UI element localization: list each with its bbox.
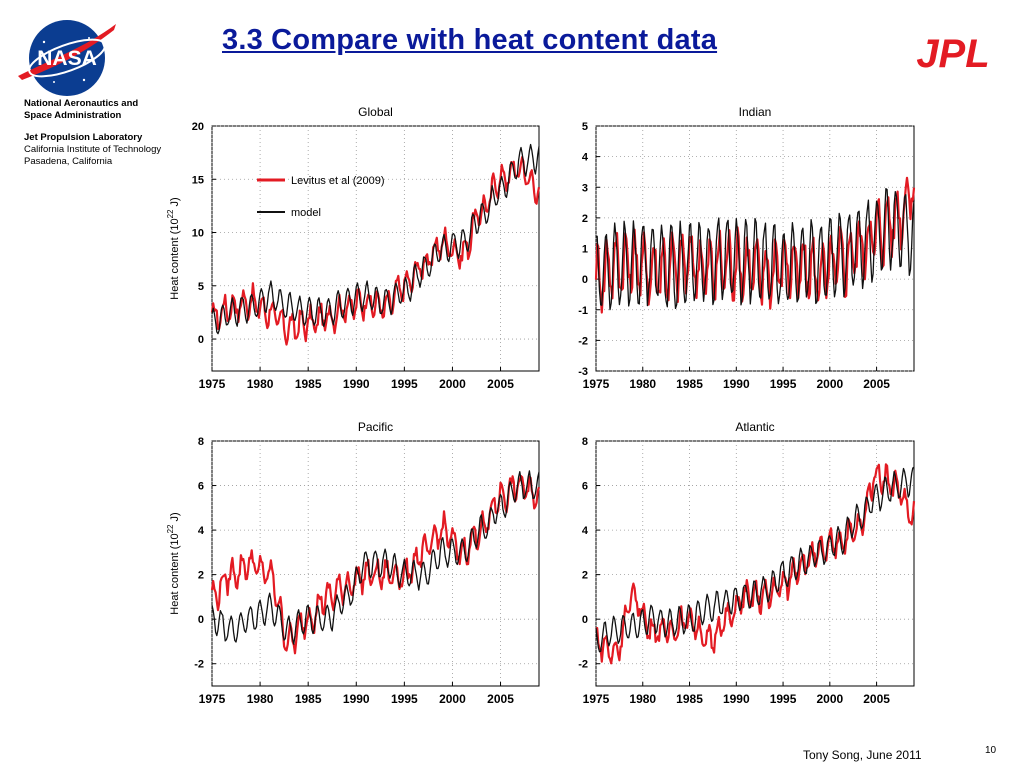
y-tick-label: -3 xyxy=(578,366,588,378)
chart-panel-global: 1975 1980 1985 1990 1995 2000 2005 0 5 10 15 20 Glob… xyxy=(166,105,541,391)
y-tick-label: 6 xyxy=(198,481,204,493)
x-tick-label: 2000 xyxy=(439,377,466,391)
y-tick-label: 5 xyxy=(198,281,204,293)
x-tick-label: 2000 xyxy=(816,692,843,706)
x-tick-label: 1975 xyxy=(199,692,226,706)
jpl-logo: JPL xyxy=(916,32,989,72)
chart-title: Global xyxy=(358,105,393,119)
x-tick-label: 1985 xyxy=(676,692,703,706)
y-tick-label: 0 xyxy=(198,334,204,346)
y-axis-label: Heat content (1022 J) xyxy=(166,512,181,614)
x-tick-label: 1980 xyxy=(247,692,274,706)
x-tick-label: 1980 xyxy=(247,377,274,391)
x-tick-label: 1995 xyxy=(391,692,418,706)
y-tick-label: 5 xyxy=(582,121,588,133)
y-tick-label: -1 xyxy=(578,305,588,317)
slide-title: 3.3 Compare with heat content data xyxy=(222,24,718,56)
org-line-4: California Institute of Technology xyxy=(24,144,162,155)
series-line-model xyxy=(211,143,540,335)
plot-area xyxy=(211,125,540,372)
x-tick-label: 1980 xyxy=(629,692,656,706)
x-tick-label: 2005 xyxy=(487,692,514,706)
y-tick-label: 6 xyxy=(582,481,588,493)
legend-label-levitus: Levitus et al (2009) xyxy=(291,175,385,187)
series-line-levitus xyxy=(210,475,541,655)
x-tick-label: 1975 xyxy=(583,692,610,706)
footer-author: Tony Song, June 2011 xyxy=(803,748,922,762)
x-tick-label: 1975 xyxy=(199,377,226,391)
y-tick-label: 2 xyxy=(582,213,588,225)
x-tick-label: 2000 xyxy=(439,692,466,706)
y-tick-label: -2 xyxy=(578,659,588,671)
y-tick-label: 0 xyxy=(582,274,588,286)
chart-panel-indian: 1975 1980 1985 1990 1995 2000 2005 -3 -2 -1 0 1 2 3 4 5… xyxy=(578,105,916,391)
y-tick-label: 0 xyxy=(582,614,588,626)
svg-text:JPL: JPL xyxy=(916,32,989,72)
org-line-5: Pasadena, California xyxy=(24,156,113,167)
x-tick-label: 2005 xyxy=(487,377,514,391)
x-tick-label: 2005 xyxy=(863,377,890,391)
series-line-levitus xyxy=(594,176,916,314)
org-line-1: National Aeronautics and xyxy=(24,98,139,109)
x-tick-label: 1995 xyxy=(391,377,418,391)
y-tick-label: 0 xyxy=(198,614,204,626)
chart-title: Pacific xyxy=(358,420,393,434)
chart-title: Indian xyxy=(739,105,772,119)
y-tick-label: 8 xyxy=(198,436,204,448)
y-tick-label: 8 xyxy=(582,436,588,448)
x-tick-label: 1980 xyxy=(629,377,656,391)
x-tick-label: 1990 xyxy=(723,377,750,391)
y-tick-label: 3 xyxy=(582,182,588,194)
svg-text:NASA: NASA xyxy=(37,47,97,70)
x-tick-label: 1990 xyxy=(343,377,370,391)
series-line-levitus xyxy=(210,155,541,346)
org-line-3: Jet Propulsion Laboratory xyxy=(24,132,143,143)
x-tick-label: 1990 xyxy=(723,692,750,706)
y-tick-label: -2 xyxy=(578,335,588,347)
nasa-logo: NASA xyxy=(18,20,116,96)
y-axis-label: Heat content (1022 J) xyxy=(166,197,181,299)
x-tick-label: 1985 xyxy=(676,377,703,391)
x-tick-label: 1985 xyxy=(295,377,322,391)
charts-grid: 1975 1980 1985 1990 1995 2000 200505101520Glob… xyxy=(166,105,916,706)
y-tick-label: 4 xyxy=(198,525,205,537)
x-tick-label: 1990 xyxy=(343,692,370,706)
y-tick-label: 20 xyxy=(192,121,204,133)
x-tick-label: 1985 xyxy=(295,692,322,706)
series-line-model xyxy=(595,188,915,311)
y-tick-label: 4 xyxy=(582,152,589,164)
y-tick-label: 2 xyxy=(198,570,204,582)
chart-title: Atlantic xyxy=(735,420,774,434)
y-tick-label: 15 xyxy=(192,174,204,186)
x-tick-label: 1995 xyxy=(770,692,797,706)
y-tick-label: -2 xyxy=(194,659,204,671)
org-line-2: Space Administration xyxy=(24,110,122,121)
y-tick-label: 10 xyxy=(192,228,204,240)
y-tick-label: 4 xyxy=(582,525,589,537)
series-line-model xyxy=(595,466,915,653)
plot-area xyxy=(211,440,540,687)
y-tick-label: 2 xyxy=(582,570,588,582)
legend-label-model: model xyxy=(291,207,321,219)
plot-area xyxy=(595,440,915,687)
page-number: 10 xyxy=(985,745,997,756)
y-tick-label: 1 xyxy=(582,244,588,256)
x-tick-label: 1995 xyxy=(770,377,797,391)
x-tick-label: 1975 xyxy=(583,377,610,391)
chart-panel-atlantic: 1975 1980 1985 1990 1995 2000 2005 -2 0 2 4 6 8 Atlan… xyxy=(578,420,916,706)
chart-panel-pacific: 1975 1980 1985 1990 1995 2000 2005 -2 0 2 4 6 8 Pacif… xyxy=(166,420,541,706)
x-tick-label: 2000 xyxy=(816,377,843,391)
series-line-model xyxy=(211,470,540,645)
organization-block: National Aeronautics and Space Administr… xyxy=(24,98,174,168)
x-tick-label: 2005 xyxy=(863,692,890,706)
